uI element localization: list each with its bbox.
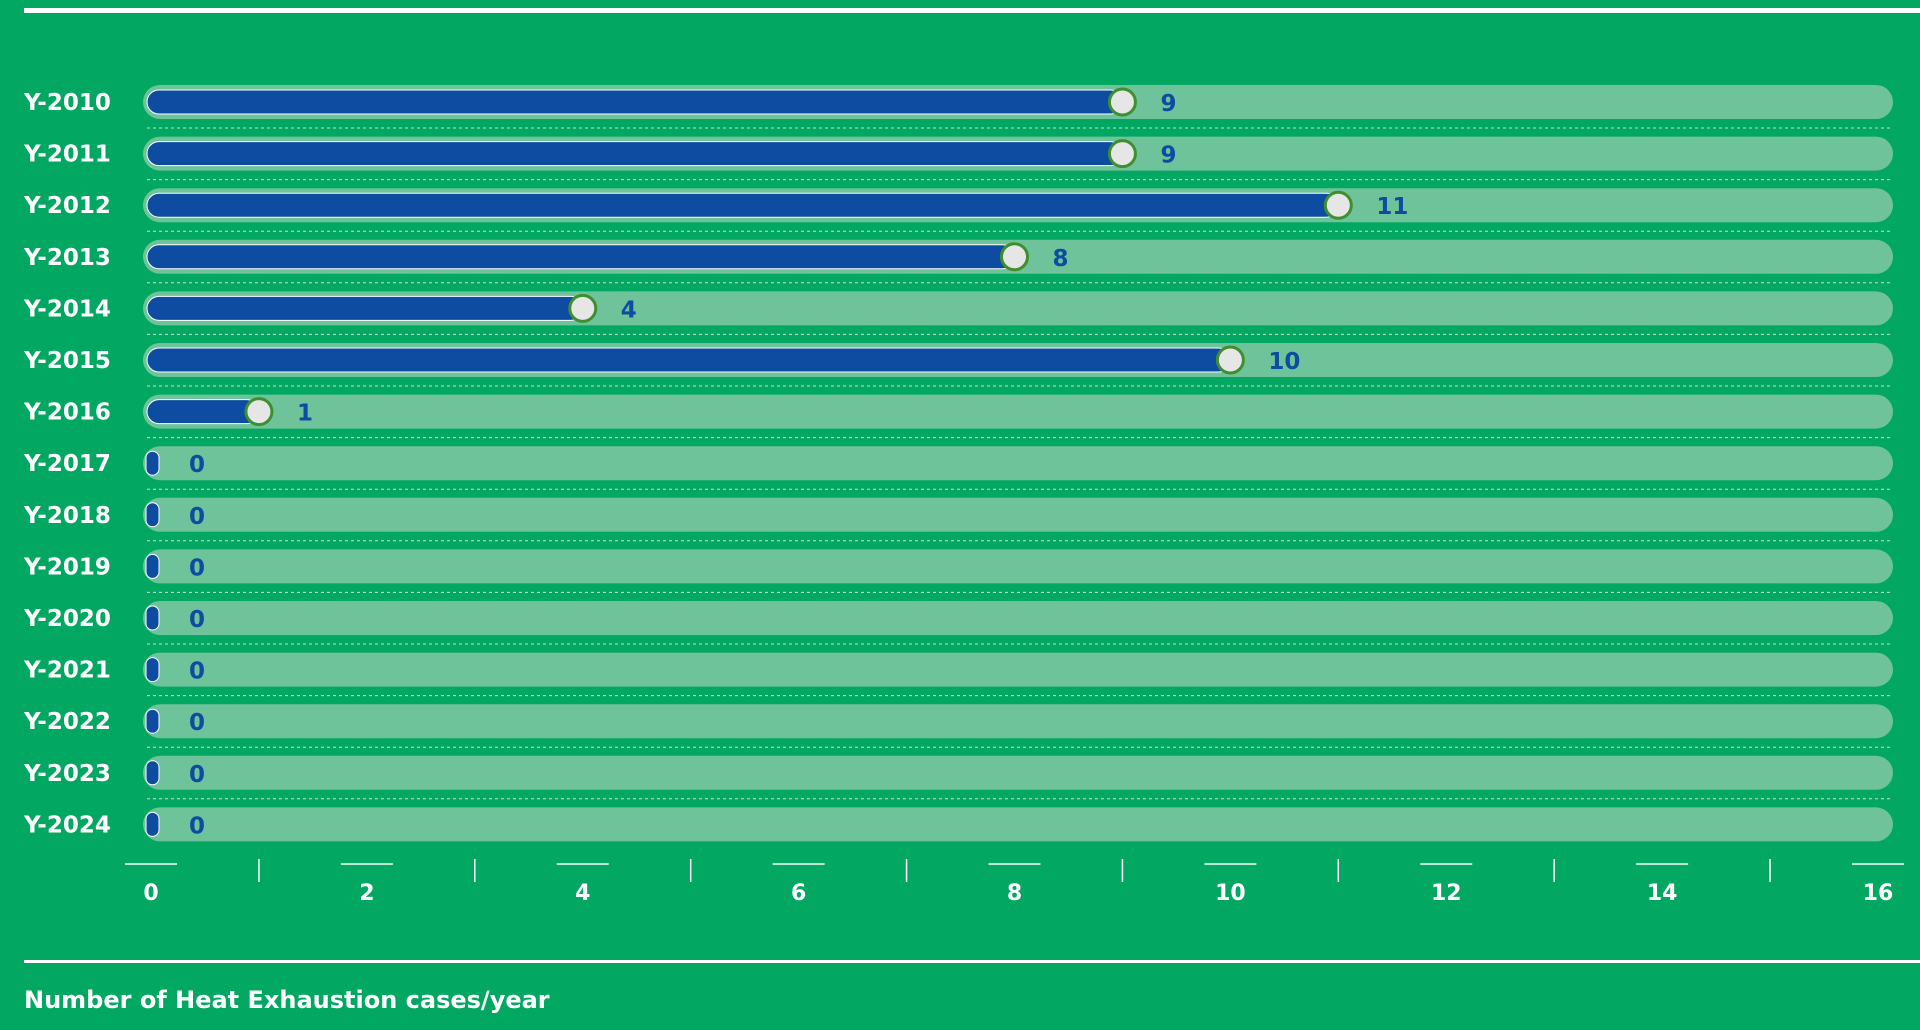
x-tick-label: 4 [575, 881, 590, 906]
value-label: 0 [189, 710, 205, 736]
top-rule [24, 8, 1920, 13]
bars [145, 89, 1339, 837]
bar [145, 553, 160, 579]
bar [145, 502, 160, 528]
value-label: 0 [189, 813, 205, 839]
bar [146, 141, 1123, 167]
value-label: 11 [1376, 194, 1408, 220]
category-label: Y-2019 [23, 554, 111, 580]
x-axis-title: Number of Heat Exhaustion cases/year [24, 986, 550, 1014]
category-label: Y-2018 [23, 503, 111, 529]
bar [146, 295, 584, 321]
value-label: 10 [1268, 349, 1300, 375]
bar [146, 347, 1231, 373]
category-label: Y-2010 [23, 90, 111, 116]
bar-end-knob [1323, 190, 1353, 220]
value-label: 0 [189, 607, 205, 633]
bar-track [143, 704, 1893, 739]
bar-end-knob [1107, 87, 1137, 117]
bar [146, 192, 1339, 218]
x-tick-label: 2 [359, 881, 374, 906]
x-tick-label: 0 [143, 881, 158, 906]
bar [145, 708, 160, 734]
x-tick-label: 6 [791, 881, 806, 906]
value-label: 0 [189, 762, 205, 788]
value-label: 8 [1053, 246, 1069, 272]
value-label: 4 [621, 297, 637, 323]
bar-end-knob [568, 293, 598, 323]
category-label: Y-2014 [23, 296, 111, 322]
category-label: Y-2024 [23, 812, 111, 838]
bar [145, 811, 160, 837]
x-tick-label: 8 [1007, 881, 1022, 906]
bar-end-knob [1215, 345, 1245, 375]
separator-rules [24, 8, 1920, 963]
x-tick-label: 12 [1431, 881, 1462, 906]
value-label: 9 [1160, 143, 1176, 169]
x-axis: 0 2 4 6 8 10 12 14 16 [125, 859, 1904, 906]
bar-end-knob [244, 397, 274, 427]
bar-track [143, 807, 1893, 842]
year-labels: Y-2010 Y-2011 Y-2012 Y-2013 Y-2014 Y-2015 Y-20… [23, 90, 111, 838]
category-label: Y-2021 [23, 658, 111, 684]
value-label: 0 [189, 555, 205, 581]
value-label: 0 [189, 452, 205, 478]
bar-track [143, 755, 1893, 790]
bar [145, 605, 160, 631]
bar-track [143, 549, 1893, 584]
x-tick-label: 10 [1215, 881, 1246, 906]
category-label: Y-2022 [23, 709, 111, 735]
value-label: 0 [189, 659, 205, 685]
category-label: Y-2012 [23, 193, 111, 219]
bar [145, 760, 160, 786]
category-label: Y-2023 [23, 761, 111, 787]
bar-track [143, 601, 1893, 635]
bar [145, 657, 160, 683]
category-label: Y-2020 [23, 606, 111, 632]
value-label: 9 [1160, 91, 1176, 117]
category-label: Y-2015 [23, 348, 111, 374]
category-label: Y-2017 [23, 451, 111, 477]
bar-track [143, 394, 1893, 429]
x-tick-label: 16 [1863, 881, 1894, 906]
bar-end-knob [1000, 242, 1029, 272]
bar [146, 244, 1015, 270]
bar [145, 450, 160, 476]
bar [146, 399, 260, 425]
x-tick-label: 14 [1647, 881, 1678, 906]
category-label: Y-2016 [23, 400, 111, 426]
category-label: Y-2013 [23, 245, 111, 271]
bar-track [143, 652, 1893, 687]
row-dividers [147, 127, 1893, 800]
bar [146, 89, 1123, 115]
bar-end-knob [1107, 139, 1137, 169]
bar-track [143, 497, 1893, 532]
bar-end-knobs [244, 87, 1353, 427]
category-label: Y-2011 [23, 142, 111, 168]
value-label: 0 [189, 504, 205, 530]
bottom-rule [24, 960, 1920, 963]
value-label: 1 [297, 401, 313, 427]
bar-track [143, 446, 1893, 481]
